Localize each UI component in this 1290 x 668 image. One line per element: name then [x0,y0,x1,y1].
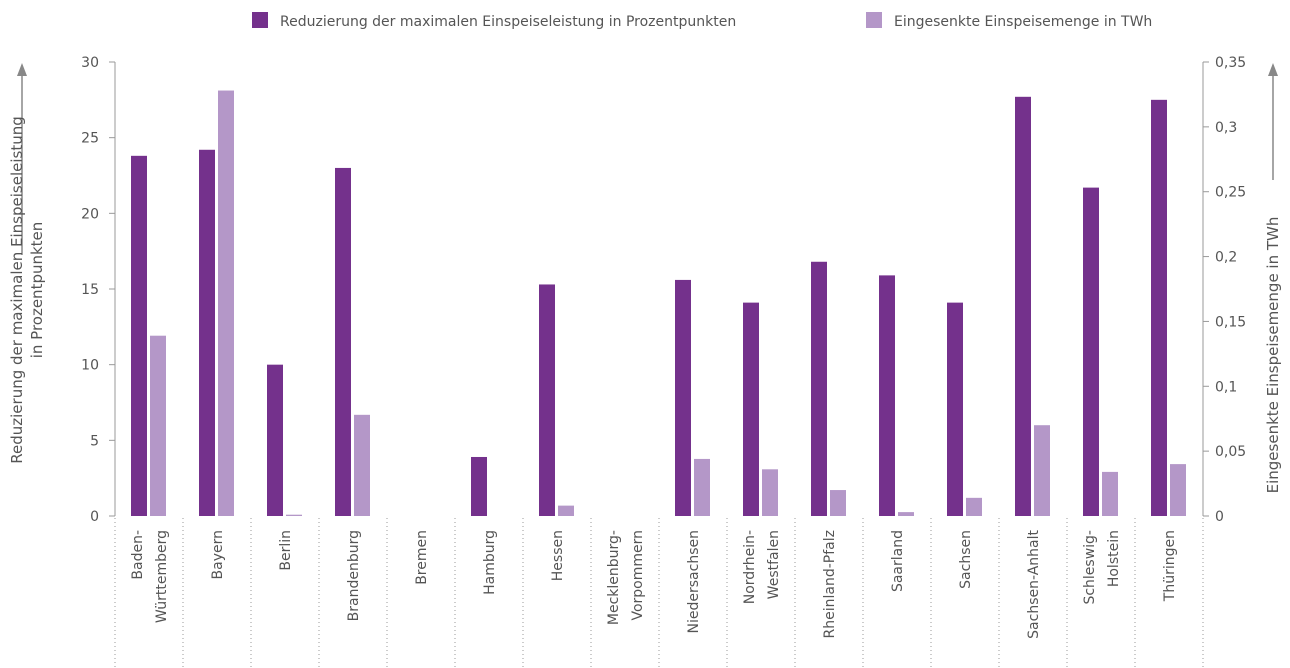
x-tick-label: Bremen [414,530,430,585]
x-tick-label: Hamburg [482,530,498,595]
bar [286,514,302,516]
x-tick-label: Sachsen-Anhalt [1026,529,1042,638]
y-axis-label: Reduzierung der maximalen Einspeiseleist… [8,116,26,463]
y2-tick-label: 0,2 [1215,250,1237,266]
y-axis-label: in Prozentpunkten [28,222,46,359]
y-tick-label: 15 [81,282,99,298]
x-tick-label: Westfalen [766,530,782,599]
legend-label: Eingesenkte Einspeisemenge in TWh [894,14,1152,30]
bar [694,458,710,516]
y2-tick-label: 0,15 [1215,314,1246,330]
x-tick-label: Hessen [550,530,566,581]
x-tick-label: Saarland [890,530,906,592]
x-tick-label: Rheinland-Pfalz [822,530,838,638]
bar [811,261,827,516]
y-tick-label: 30 [81,55,99,71]
bar [762,469,778,516]
bar [1102,471,1118,516]
y2-tick-label: 0,3 [1215,120,1237,136]
y-tick-label: 0 [90,509,99,525]
x-tick-label: Niedersachsen [686,530,702,633]
y-tick-label: 20 [81,206,99,222]
x-tick-label: Holstein [1106,530,1122,587]
bar [947,302,963,516]
bar [675,279,691,516]
x-tick-label: Brandenburg [346,530,362,621]
x-tick-label: Berlin [278,530,294,571]
legend-swatch [866,12,882,28]
y-tick-label: 5 [90,433,99,449]
bar [966,497,982,516]
bar [199,149,215,517]
bar [743,302,759,516]
y2-tick-label: 0 [1215,509,1224,525]
bar [1083,187,1099,516]
bar [1015,96,1031,516]
bar [558,505,574,516]
bar [471,456,487,516]
bar [539,284,555,516]
y2-tick-label: 0,35 [1215,55,1246,71]
bar [879,275,895,516]
x-tick-label: Baden- [130,530,146,580]
x-tick-label: Sachsen [958,530,974,589]
bar [830,490,846,516]
bar [218,90,234,516]
x-tick-label: Bayern [210,530,226,579]
bar [335,167,351,516]
bar [354,414,370,516]
y-tick-label: 10 [81,358,99,374]
y-tick-label: 25 [81,131,99,147]
legend-swatch [252,12,268,28]
y2-tick-label: 0,25 [1215,185,1246,201]
bar [1151,99,1167,516]
bar [267,364,283,516]
x-tick-label: Vorpommern [630,530,646,621]
bar [131,155,147,516]
bar [150,335,166,516]
right-axis-arrow [1268,63,1278,180]
x-tick-label: Thüringen [1162,530,1178,602]
bar [898,512,914,516]
x-tick-label: Württemberg [154,530,170,623]
x-tick-label: Schleswig- [1082,530,1098,605]
x-tick-label: Mecklenburg- [606,530,622,625]
left-axis-arrow [17,63,27,255]
y2-tick-label: 0,1 [1215,379,1237,395]
bar [1170,464,1186,516]
bar [1034,425,1050,516]
x-tick-label: Nordrhein- [742,530,758,604]
y2-axis-label: Eingesenkte Einspeisemenge in TWh [1264,217,1282,494]
legend-label: Reduzierung der maximalen Einspeiseleist… [280,14,736,30]
y2-tick-label: 0,05 [1215,444,1246,460]
